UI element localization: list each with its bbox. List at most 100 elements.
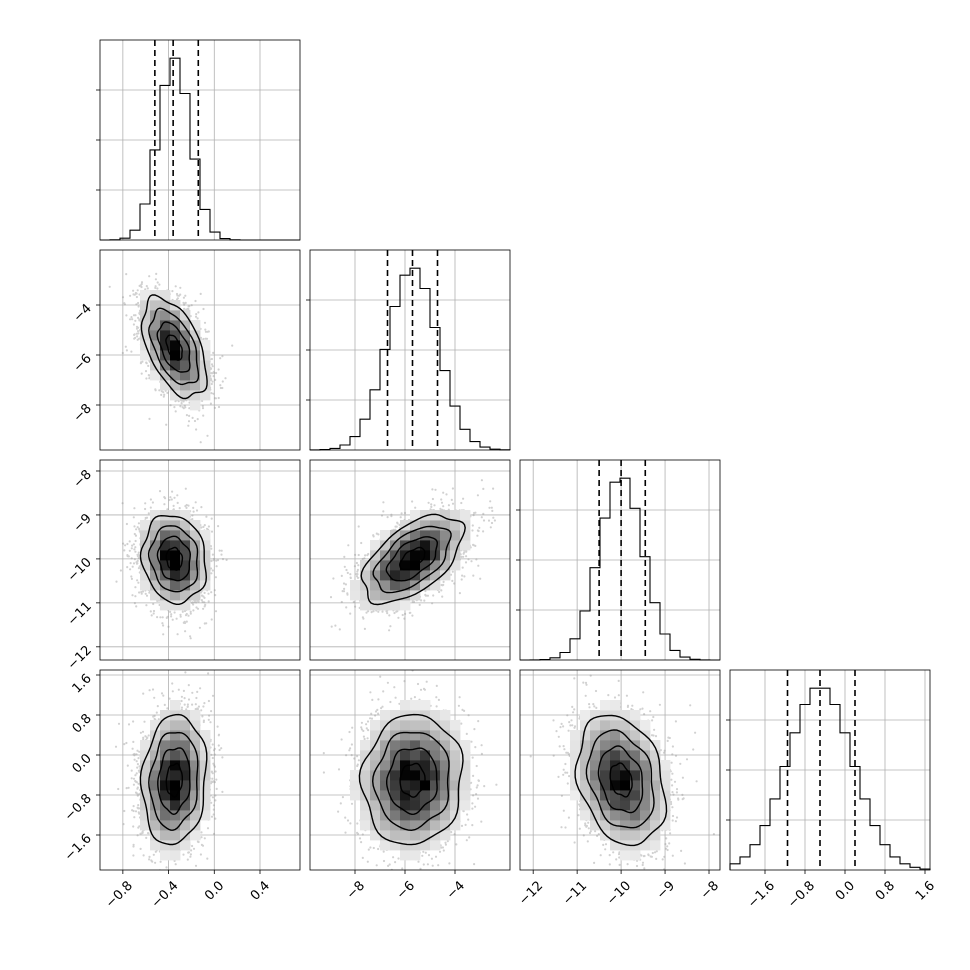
density-cell (380, 580, 391, 591)
density-cell (180, 740, 191, 751)
density-cell (440, 730, 451, 741)
density-cell (640, 720, 651, 731)
density-cell (180, 370, 191, 381)
density-cell (400, 700, 411, 711)
density-cell (410, 740, 421, 751)
density-cell (630, 750, 641, 761)
density-cell (170, 770, 181, 781)
density-cell (640, 790, 651, 801)
density-cell (630, 790, 641, 801)
density-cell (580, 810, 591, 821)
density-cell (600, 700, 611, 711)
density-cell (160, 530, 171, 541)
density-cell (420, 700, 431, 711)
density-cell (420, 820, 431, 831)
density-cell (160, 710, 171, 721)
panel-content (329, 479, 497, 632)
density-cell (450, 770, 461, 781)
density-cell (160, 760, 171, 771)
panel-content (115, 487, 228, 640)
density-cell (170, 550, 181, 561)
panel-frame (309, 249, 511, 451)
density-cell (180, 330, 191, 341)
density-cell (160, 340, 171, 351)
density-cell (190, 400, 201, 411)
density-cell (150, 360, 161, 371)
density-cell (370, 730, 381, 741)
density-cell (200, 780, 211, 791)
density-cell (190, 830, 201, 841)
panel-frame (99, 459, 301, 661)
density-cell (200, 730, 211, 741)
density-cell (430, 800, 441, 811)
density-cell (180, 600, 191, 611)
density-cell (370, 780, 381, 791)
density-cell (170, 810, 181, 821)
density-cell (200, 800, 211, 811)
density-cell (400, 730, 411, 741)
density-cell (190, 350, 201, 361)
density-cell (140, 750, 151, 761)
density-cell (600, 760, 611, 771)
scatter-panel-3-1 (309, 669, 511, 871)
density-cell (650, 840, 661, 851)
density-cell (630, 710, 641, 721)
density-cell (150, 760, 161, 771)
density-cell (160, 370, 171, 381)
density-cell (400, 790, 411, 801)
contour-0 (399, 762, 426, 798)
density-cell (660, 760, 671, 771)
density-cell (410, 750, 421, 761)
density-cell (190, 530, 201, 541)
density-cell (190, 520, 201, 531)
density-cell (440, 570, 451, 581)
x-tick-label: −12 (516, 878, 546, 908)
density-cell (440, 820, 451, 831)
density-cell (160, 730, 171, 741)
density-cell (190, 750, 201, 761)
x-tick-label: −0.4 (149, 878, 182, 911)
contour-1 (157, 747, 191, 816)
x-tick-label: −4 (444, 878, 468, 902)
density-cell (140, 530, 151, 541)
density-cell (610, 830, 621, 841)
density-cell (440, 740, 451, 751)
density-cell (200, 790, 211, 801)
density-cell (410, 850, 421, 861)
density-cell (180, 390, 191, 401)
density-cell (160, 510, 171, 521)
density-cell (570, 790, 581, 801)
density-cell (440, 560, 451, 571)
density-cell (190, 810, 201, 821)
density-cell (410, 780, 421, 791)
panel-frame (99, 669, 301, 871)
density-cell (410, 840, 421, 851)
panel-frame (99, 249, 301, 451)
density-cell (370, 720, 381, 731)
density-cell (190, 330, 201, 341)
y-tick-label: −9 (71, 511, 95, 535)
density-cell (400, 540, 411, 551)
density-cell (180, 380, 191, 391)
density-cell (370, 790, 381, 801)
density-cell (570, 750, 581, 761)
contour-3 (139, 514, 208, 605)
panel-frame (519, 669, 721, 871)
density-cell (200, 380, 211, 391)
density-cell (610, 770, 621, 781)
x-tick-label: 0.0 (202, 878, 227, 903)
density-cell (580, 720, 591, 731)
density-cell (380, 770, 391, 781)
density-cell (390, 830, 401, 841)
density-cell (380, 600, 391, 611)
density-cell (180, 550, 191, 561)
density-cell (650, 740, 661, 751)
density-cell (590, 770, 601, 781)
density-cell (180, 590, 191, 601)
density-cell (190, 390, 201, 401)
density-cell (400, 850, 411, 861)
density-cell (150, 540, 161, 551)
density-cell (580, 750, 591, 761)
contour-2 (148, 307, 200, 386)
density-cell (190, 370, 201, 381)
